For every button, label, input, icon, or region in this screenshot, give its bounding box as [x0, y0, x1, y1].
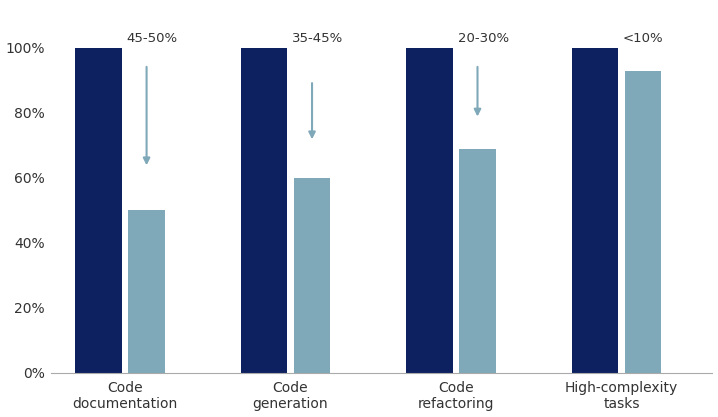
Text: <10%: <10%	[623, 32, 663, 45]
Text: 20-30%: 20-30%	[457, 32, 509, 45]
Bar	[406, 48, 452, 373]
Text: 35-45%: 35-45%	[292, 32, 343, 45]
Bar	[129, 210, 164, 373]
Bar	[460, 148, 495, 373]
Bar	[75, 48, 122, 373]
Bar	[572, 48, 618, 373]
Bar	[294, 178, 330, 373]
Bar	[241, 48, 287, 373]
Bar	[625, 70, 661, 373]
Text: 45-50%: 45-50%	[126, 32, 178, 45]
